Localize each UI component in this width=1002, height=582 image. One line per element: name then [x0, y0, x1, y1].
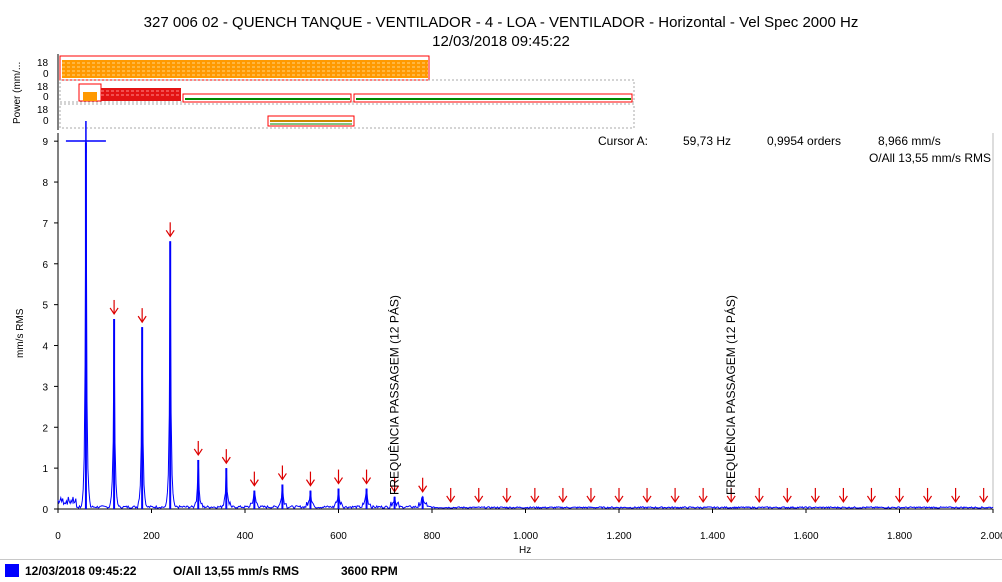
y-axis: 0 1 2 3 4 5 6 7 8 9: [42, 137, 58, 516]
harmonic-marker: [165, 222, 175, 238]
harmonic-marker: [530, 487, 540, 504]
status-rpm: 3600 RPM: [341, 564, 398, 578]
cursor-freq: 59,73 Hz: [683, 134, 731, 148]
trend-band-third: [267, 115, 355, 127]
cursor-orders: 0,9954 orders: [767, 134, 841, 148]
harmonic-marker: [782, 487, 792, 504]
harmonic-marker: [951, 487, 961, 504]
x-tick-label: 1.800: [887, 531, 912, 542]
x-tick-label: 400: [237, 531, 254, 542]
harmonic-marker: [866, 487, 876, 504]
trend-tick-bottom-1: 0: [43, 69, 49, 80]
y-tick-label: 5: [42, 301, 48, 312]
harmonic-marker: [558, 487, 568, 504]
x-tick-label: 1.400: [700, 531, 725, 542]
spectrum-line: [57, 142, 994, 510]
trend-tick-bottom-3: 0: [43, 116, 49, 127]
cursor-overall: O/All 13,55 mm/s RMS: [869, 151, 991, 165]
harmonic-marker: [474, 487, 484, 504]
harmonic-marker: [193, 440, 203, 457]
annotation-label: FREQUÊNCIA PASSAGEM (12 PÁS): [723, 295, 738, 495]
harmonic-marker: [670, 487, 680, 504]
chart-date: 12/03/2018 09:45:22: [432, 33, 570, 50]
harmonic-marker: [895, 487, 904, 504]
y-tick-label: 1: [42, 464, 48, 475]
harmonic-marker: [221, 449, 231, 465]
trend-tick-bottom-2: 0: [43, 92, 49, 103]
y-tick-label: 7: [42, 219, 48, 230]
x-tick-label: 2.000: [980, 531, 1002, 542]
x-axis-label: Hz: [519, 545, 531, 556]
harmonic-marker: [390, 477, 400, 493]
x-tick-label: 600: [330, 531, 347, 542]
trend-tick-top-3: 18: [37, 105, 49, 116]
y-tick-label: 2: [42, 423, 48, 434]
x-tick-label: 1.000: [513, 531, 538, 542]
harmonic-marker: [838, 487, 848, 504]
harmonic-marker: [137, 308, 147, 324]
x-tick-label: 0: [55, 531, 61, 542]
harmonic-marker: [642, 487, 652, 504]
y-tick-label: 3: [42, 382, 48, 393]
cursor-readout: Cursor A: 59,73 Hz 0,9954 orders 8,966 m…: [598, 134, 991, 165]
harmonic-marker: [586, 487, 596, 504]
annotations: FREQUÊNCIA PASSAGEM (12 PÁS) FREQUÊNCIA P…: [387, 295, 739, 495]
harmonic-marker: [614, 487, 624, 504]
harmonic-marker: [305, 471, 315, 487]
trend-panel: Power (mm/... 18 0 18 0 18 0: [12, 54, 635, 130]
harmonic-marker: [979, 487, 989, 504]
harmonic-marker: [418, 477, 428, 493]
harmonic-marker: [109, 299, 119, 316]
cursor-amp: 8,966 mm/s: [878, 134, 941, 148]
y-tick-label: 6: [42, 260, 48, 271]
annotation-label: FREQUÊNCIA PASSAGEM (12 PÁS): [387, 295, 402, 495]
spectrum-series: [57, 142, 994, 510]
status-date: 12/03/2018 09:45:22: [25, 564, 137, 578]
status-overall: O/All 13,55 mm/s RMS: [173, 564, 300, 578]
harmonic-marker: [698, 487, 708, 504]
y-tick-label: 8: [42, 178, 48, 189]
harmonic-marker: [446, 487, 456, 504]
x-axis: 0 200 400 600 800 1.000 1.200 1.400 1.600 1.800 2.…: [55, 509, 1002, 542]
trend-tick-top-2: 18: [37, 82, 49, 93]
y-tick-label: 9: [42, 137, 48, 148]
trend-tick-top-1: 18: [37, 58, 49, 69]
cursor-a[interactable]: [65, 121, 106, 153]
y-tick-label: 0: [42, 505, 48, 516]
harmonic-marker: [334, 469, 343, 485]
spectrum-chart[interactable]: Power (mm/... 18 0 18 0 18 0: [0, 0, 1002, 559]
x-tick-label: 1.600: [793, 531, 818, 542]
harmonic-marker: [502, 487, 512, 504]
harmonic-marker: [923, 487, 933, 504]
harmonic-marker: [277, 465, 287, 481]
cursor-label: Cursor A:: [598, 134, 648, 148]
chart-title: 327 006 02 - QUENCH TANQUE - VENTILADOR …: [143, 14, 859, 31]
x-tick-label: 1.200: [606, 531, 631, 542]
x-tick-label: 200: [143, 531, 160, 542]
y-tick-label: 4: [42, 342, 48, 353]
harmonic-marker: [726, 487, 736, 504]
harmonic-marker: [249, 471, 259, 487]
trend-ylabel: Power (mm/...: [12, 62, 23, 124]
series-color-swatch: [5, 564, 19, 577]
harmonic-marker: [754, 487, 764, 504]
x-tick-label: 800: [424, 531, 441, 542]
harmonic-marker: [362, 469, 372, 485]
harmonic-markers: [109, 222, 989, 504]
status-bar: 12/03/2018 09:45:22 O/All 13,55 mm/s RMS…: [0, 559, 1002, 582]
harmonic-marker: [810, 487, 820, 504]
y-axis-label: mm/s RMS: [15, 308, 26, 358]
